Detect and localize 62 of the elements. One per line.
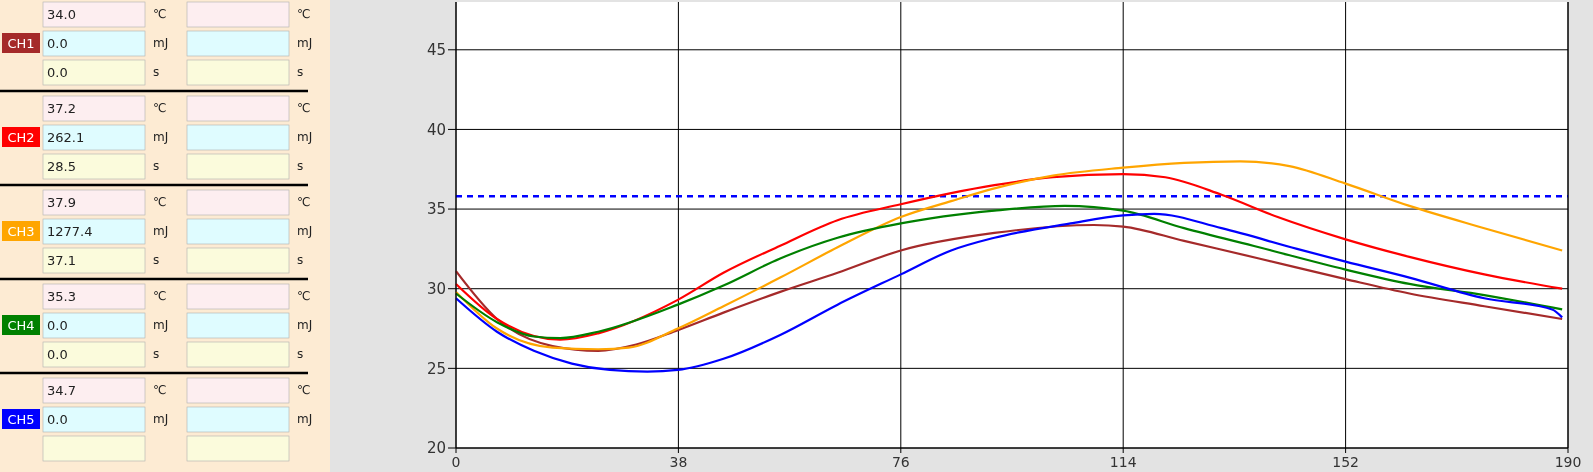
text: s: [297, 253, 304, 267]
text: ℃: [297, 101, 311, 115]
x-tick-label: 0: [451, 454, 461, 470]
text: mJ: [297, 130, 313, 144]
text: 34.0: [47, 7, 76, 22]
text: s: [153, 253, 160, 267]
y-tick-label: 35: [426, 200, 446, 219]
text: 37.2: [47, 101, 76, 116]
text: mJ: [297, 412, 313, 426]
text: 262.1: [47, 130, 85, 145]
text: 0.0: [47, 65, 68, 80]
text: CH2: [7, 130, 35, 145]
text: CH4: [7, 318, 35, 333]
text: mJ: [153, 318, 169, 332]
text: ℃: [153, 101, 167, 115]
text: mJ: [153, 224, 169, 238]
x-tick-label: 76: [891, 454, 910, 470]
y-tick-label: 25: [426, 359, 446, 378]
text: mJ: [153, 36, 169, 50]
text: 28.5: [47, 159, 76, 174]
text: 0.0: [47, 412, 68, 427]
text: ℃: [153, 289, 167, 303]
text: mJ: [153, 412, 169, 426]
text: CH3: [7, 224, 35, 239]
text: 37.1: [47, 253, 76, 268]
text: ℃: [297, 383, 311, 397]
text: mJ: [297, 36, 313, 50]
text: ℃: [297, 289, 311, 303]
text: s: [153, 159, 160, 173]
text: 0.0: [47, 36, 68, 51]
text: mJ: [297, 224, 313, 238]
line-series: [454, 204, 1564, 340]
x-tick-label: 152: [1332, 454, 1359, 470]
line-series: [454, 212, 1564, 373]
text: 0.0: [47, 347, 68, 362]
line-series: [454, 223, 1564, 352]
text: mJ: [153, 130, 169, 144]
x-tick-label: 38: [669, 454, 688, 470]
text: s: [297, 159, 304, 173]
y-tick-label: 45: [426, 41, 446, 60]
text: 35.3: [47, 289, 76, 304]
text: s: [153, 65, 160, 79]
x-tick-label: 190: [1554, 454, 1582, 470]
text: ℃: [297, 195, 311, 209]
text: 37.9: [47, 195, 76, 210]
text: mJ: [297, 318, 313, 332]
y-tick-label: 40: [426, 120, 446, 139]
text: 1277.4: [47, 224, 93, 239]
text: ℃: [297, 7, 311, 21]
text: ℃: [153, 7, 167, 21]
text: s: [297, 347, 304, 361]
text: CH5: [7, 412, 35, 427]
text: ℃: [153, 195, 167, 209]
text: 34.7: [47, 383, 76, 398]
text: 0.0: [47, 318, 68, 333]
y-tick-label: 20: [426, 439, 446, 458]
text: CH1: [7, 36, 35, 51]
text: ℃: [153, 383, 167, 397]
y-tick-label: 30: [426, 279, 446, 298]
text: s: [297, 65, 304, 79]
x-tick-label: 114: [1109, 454, 1137, 470]
text: s: [153, 347, 160, 361]
